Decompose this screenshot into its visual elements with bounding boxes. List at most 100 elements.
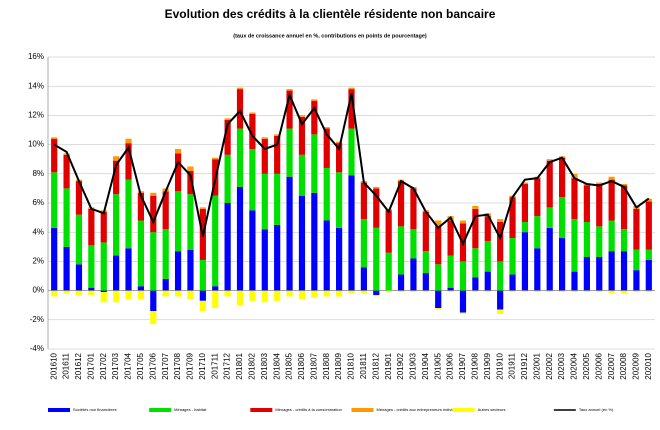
bar-segment — [645, 249, 652, 260]
legend-label: Ménages - habitat — [174, 407, 207, 412]
bar-segment — [435, 290, 442, 309]
bar-segment — [534, 248, 541, 291]
x-tick-label: 201904 — [421, 352, 430, 379]
bar-segment — [422, 273, 429, 291]
bar-segment — [397, 290, 405, 293]
bar-segment — [459, 312, 467, 314]
bar-segment — [546, 160, 553, 208]
legend-label: Ménages - crédits aux entrepreneurs indi… — [377, 407, 462, 412]
bar-segment — [620, 184, 628, 186]
x-tick-label: 202007 — [607, 352, 616, 379]
bar-segment — [286, 89, 293, 91]
x-tick-label: 201909 — [483, 352, 492, 379]
bar-segment — [373, 290, 380, 295]
x-tick-label: 202005 — [582, 352, 591, 379]
legend-swatch — [149, 408, 172, 412]
bar-segment — [323, 128, 330, 168]
bar-segment — [187, 194, 194, 250]
x-tick-label: 202003 — [557, 352, 566, 379]
x-tick-label: 201805 — [285, 352, 294, 379]
bar-segment — [286, 90, 293, 129]
bar-segment — [571, 178, 578, 220]
x-tick-label: 201912 — [520, 352, 529, 379]
bar-segment — [435, 226, 442, 265]
bar-segment — [571, 271, 578, 291]
bar-segment — [645, 201, 652, 250]
bar-segment — [261, 290, 268, 303]
bar-segment — [558, 238, 566, 291]
bar-segment — [336, 227, 343, 291]
bar-segment — [125, 290, 132, 300]
bar-segment — [633, 270, 640, 291]
bar-segment — [150, 195, 157, 233]
bar-segment — [224, 290, 231, 297]
bar-segment — [100, 290, 107, 293]
x-tick-label: 201612 — [74, 352, 83, 379]
bar-segment — [435, 308, 442, 310]
bar-segment — [360, 267, 367, 291]
legend-swatch — [452, 408, 475, 412]
bar-segment — [63, 246, 70, 291]
bar-segment — [150, 290, 157, 312]
bar-segment — [236, 87, 244, 90]
x-tick-label: 201901 — [384, 352, 393, 379]
bar-segment — [645, 259, 652, 291]
bar-segment — [199, 290, 206, 301]
x-tick-label: 201712 — [223, 352, 232, 379]
x-tick-label: 201906 — [446, 352, 455, 379]
bar-segment — [51, 137, 58, 139]
bar-segment — [162, 191, 169, 230]
bar-segment — [336, 141, 343, 144]
x-tick-label: 201610 — [49, 352, 58, 379]
bar-segment — [608, 176, 615, 180]
legend-swatch — [48, 408, 70, 412]
bar-segment — [385, 252, 392, 291]
y-tick-label: 10% — [28, 140, 44, 149]
x-tick-label: 201902 — [396, 352, 405, 379]
bar-segment — [620, 185, 628, 230]
bar-segment — [311, 99, 318, 101]
bar-segment — [174, 251, 182, 291]
x-tick-label: 201704 — [124, 352, 133, 379]
bar-segment — [137, 192, 145, 221]
bar-segment — [546, 290, 553, 293]
y-tick-label: 16% — [28, 52, 44, 61]
bar-segment — [348, 128, 355, 176]
bar-segment — [336, 143, 343, 173]
bar-segment — [360, 182, 367, 220]
bar-segment — [236, 186, 244, 291]
bar-segment — [497, 261, 504, 291]
bar-segment — [212, 286, 219, 291]
bar-segment — [212, 157, 219, 160]
bar-segment — [410, 188, 417, 230]
bar-segment — [521, 221, 529, 233]
bar-segment — [311, 192, 318, 291]
bar-segment — [187, 166, 194, 171]
bar-segment — [571, 290, 578, 293]
bar-segment — [484, 240, 491, 272]
bar-segment — [174, 191, 182, 252]
bar-segment — [373, 186, 380, 189]
bar-segment — [249, 112, 256, 114]
total-line — [53, 91, 650, 247]
bar-segment — [125, 138, 132, 144]
bar-segment — [162, 290, 169, 297]
bar-segment — [459, 220, 467, 224]
bar-segment — [385, 210, 392, 253]
bar-segment — [497, 221, 504, 262]
x-tick-label: 201702 — [99, 352, 108, 379]
x-tick-label: 202009 — [632, 352, 641, 379]
bar-segment — [373, 188, 380, 228]
bar-segment — [546, 159, 553, 161]
bar-segment — [397, 274, 405, 291]
bar-segment — [274, 134, 281, 136]
chart-title: Evolution des crédits à la clientèle rés… — [165, 7, 496, 21]
y-tick-label: -4% — [30, 344, 44, 353]
x-tick-label: 202002 — [545, 352, 554, 379]
x-tick-label: 202001 — [532, 352, 541, 379]
bar-segment — [422, 290, 429, 293]
x-tick-label: 201611 — [62, 352, 71, 379]
x-tick-label: 201910 — [495, 352, 504, 379]
bar-segment — [100, 211, 107, 243]
bar-segment — [596, 290, 603, 293]
